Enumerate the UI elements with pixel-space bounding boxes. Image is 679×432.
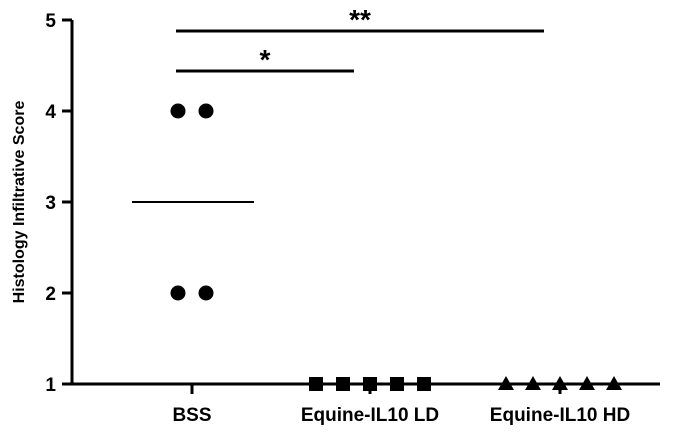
y-tick-label: 5 xyxy=(45,11,56,32)
data-marks: *** xyxy=(132,4,622,391)
x-tick-label: BSS xyxy=(172,405,211,426)
x-tick-label: Equine-IL10 LD xyxy=(301,405,439,426)
significance-label: ** xyxy=(349,4,371,35)
y-tick-label: 3 xyxy=(45,193,56,214)
significance-label: * xyxy=(260,44,271,75)
data-point xyxy=(170,103,186,119)
y-tick-label: 1 xyxy=(45,375,56,396)
y-axis-title: Histology Infiltrative Score xyxy=(11,101,28,304)
axes: 1 2 3 4 5 BSS Equine-IL10 LD Equine-IL10 HD xyxy=(45,11,660,426)
data-point xyxy=(170,285,186,301)
x-tick-label: Equine-IL10 HD xyxy=(490,405,630,426)
data-point xyxy=(198,285,214,301)
data-point xyxy=(198,103,214,119)
y-tick-label: 2 xyxy=(45,284,56,305)
y-tick-label: 4 xyxy=(45,102,56,123)
